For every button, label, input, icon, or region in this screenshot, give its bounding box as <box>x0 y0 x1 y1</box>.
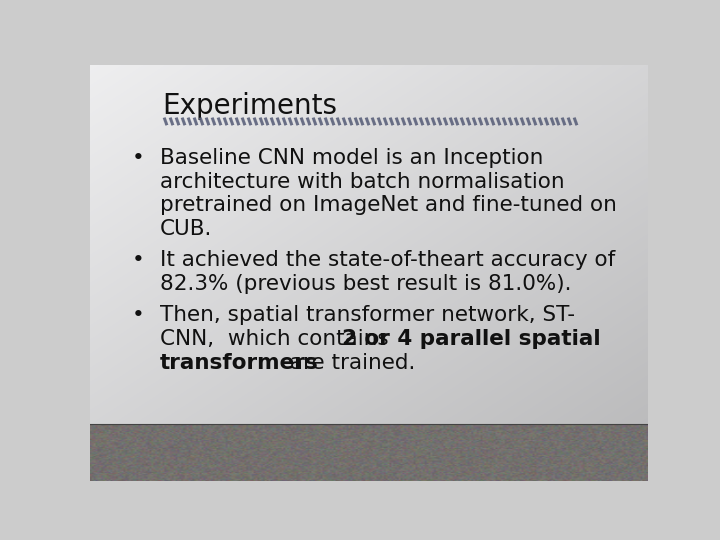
Text: CNN,  which contains: CNN, which contains <box>160 329 395 349</box>
Text: ▌: ▌ <box>258 116 266 126</box>
Text: ▌: ▌ <box>228 116 236 126</box>
Text: ▌: ▌ <box>549 116 557 126</box>
Text: ▌: ▌ <box>341 116 349 126</box>
Text: ▌: ▌ <box>513 116 521 126</box>
Text: Experiments: Experiments <box>163 92 338 120</box>
Text: ▌: ▌ <box>353 116 361 126</box>
Text: ▌: ▌ <box>163 116 171 126</box>
Text: are trained.: are trained. <box>283 353 415 373</box>
Text: ▌: ▌ <box>282 116 290 126</box>
Text: ▌: ▌ <box>472 116 480 126</box>
Text: ▌: ▌ <box>495 116 504 126</box>
Text: ▌: ▌ <box>424 116 433 126</box>
Text: ▌: ▌ <box>400 116 409 126</box>
Text: 82.3% (previous best result is 81.0%).: 82.3% (previous best result is 81.0%). <box>160 274 571 294</box>
Text: ▌: ▌ <box>418 116 426 126</box>
Text: ▌: ▌ <box>174 116 183 126</box>
Text: •: • <box>132 148 145 168</box>
Text: ▌: ▌ <box>406 116 415 126</box>
Text: ▌: ▌ <box>210 116 219 126</box>
Text: ▌: ▌ <box>382 116 391 126</box>
Text: ▌: ▌ <box>560 116 569 126</box>
Text: ▌: ▌ <box>454 116 462 126</box>
Text: ▌: ▌ <box>335 116 343 126</box>
Text: ▌: ▌ <box>192 116 201 126</box>
Text: ▌: ▌ <box>299 116 307 126</box>
Text: ▌: ▌ <box>186 116 195 126</box>
Text: ▌: ▌ <box>346 116 355 126</box>
Text: 2 or 4 parallel spatial: 2 or 4 parallel spatial <box>342 329 601 349</box>
Text: ▌: ▌ <box>246 116 254 126</box>
Text: ▌: ▌ <box>311 116 320 126</box>
Text: ▌: ▌ <box>519 116 528 126</box>
Text: ▌: ▌ <box>412 116 420 126</box>
Text: ▌: ▌ <box>377 116 385 126</box>
Text: ▌: ▌ <box>168 116 177 126</box>
Text: ▌: ▌ <box>554 116 563 126</box>
Text: Then, spatial transformer network, ST-: Then, spatial transformer network, ST- <box>160 305 575 325</box>
Text: ▌: ▌ <box>572 116 581 126</box>
Text: ▌: ▌ <box>525 116 534 126</box>
Text: ▌: ▌ <box>483 116 492 126</box>
Text: ▌: ▌ <box>465 116 474 126</box>
Text: ▌: ▌ <box>251 116 260 126</box>
Text: ▌: ▌ <box>507 116 516 126</box>
Text: CUB.: CUB. <box>160 219 212 239</box>
Text: ▌: ▌ <box>204 116 212 126</box>
Text: ▌: ▌ <box>240 116 248 126</box>
Text: ▌: ▌ <box>394 116 402 126</box>
Text: ▌: ▌ <box>264 116 272 126</box>
Text: It achieved the state-of-theart accuracy of: It achieved the state-of-theart accuracy… <box>160 250 615 270</box>
Text: ▌: ▌ <box>198 116 207 126</box>
Text: ▌: ▌ <box>222 116 230 126</box>
Text: ▌: ▌ <box>477 116 486 126</box>
Text: ▌: ▌ <box>531 116 539 126</box>
Text: ▌: ▌ <box>317 116 325 126</box>
Text: pretrained on ImageNet and fine-tuned on: pretrained on ImageNet and fine-tuned on <box>160 195 616 215</box>
Text: ▌: ▌ <box>448 116 456 126</box>
Text: Baseline CNN model is an Inception: Baseline CNN model is an Inception <box>160 148 543 168</box>
Text: ▌: ▌ <box>536 116 545 126</box>
Text: ▌: ▌ <box>543 116 552 126</box>
Text: ▌: ▌ <box>370 116 379 126</box>
Text: ▌: ▌ <box>305 116 314 126</box>
Text: ▌: ▌ <box>180 116 189 126</box>
Text: ▌: ▌ <box>501 116 510 126</box>
Text: ▌: ▌ <box>430 116 438 126</box>
Text: •: • <box>132 305 145 325</box>
Text: ▌: ▌ <box>287 116 296 126</box>
Text: transformers: transformers <box>160 353 318 373</box>
Text: ▌: ▌ <box>364 116 373 126</box>
Text: ▌: ▌ <box>441 116 450 126</box>
Text: ▌: ▌ <box>459 116 468 126</box>
Text: ▌: ▌ <box>567 116 575 126</box>
Text: ▌: ▌ <box>275 116 284 126</box>
Text: ▌: ▌ <box>329 116 338 126</box>
Text: •: • <box>132 250 145 270</box>
Text: ▌: ▌ <box>293 116 302 126</box>
Text: ▌: ▌ <box>216 116 225 126</box>
Text: ▌: ▌ <box>388 116 397 126</box>
Text: ▌: ▌ <box>436 116 444 126</box>
Text: ▌: ▌ <box>269 116 278 126</box>
Text: ▌: ▌ <box>323 116 331 126</box>
Text: ▌: ▌ <box>234 116 243 126</box>
Text: ▌: ▌ <box>489 116 498 126</box>
Text: ▌: ▌ <box>359 116 367 126</box>
Text: architecture with batch normalisation: architecture with batch normalisation <box>160 172 564 192</box>
